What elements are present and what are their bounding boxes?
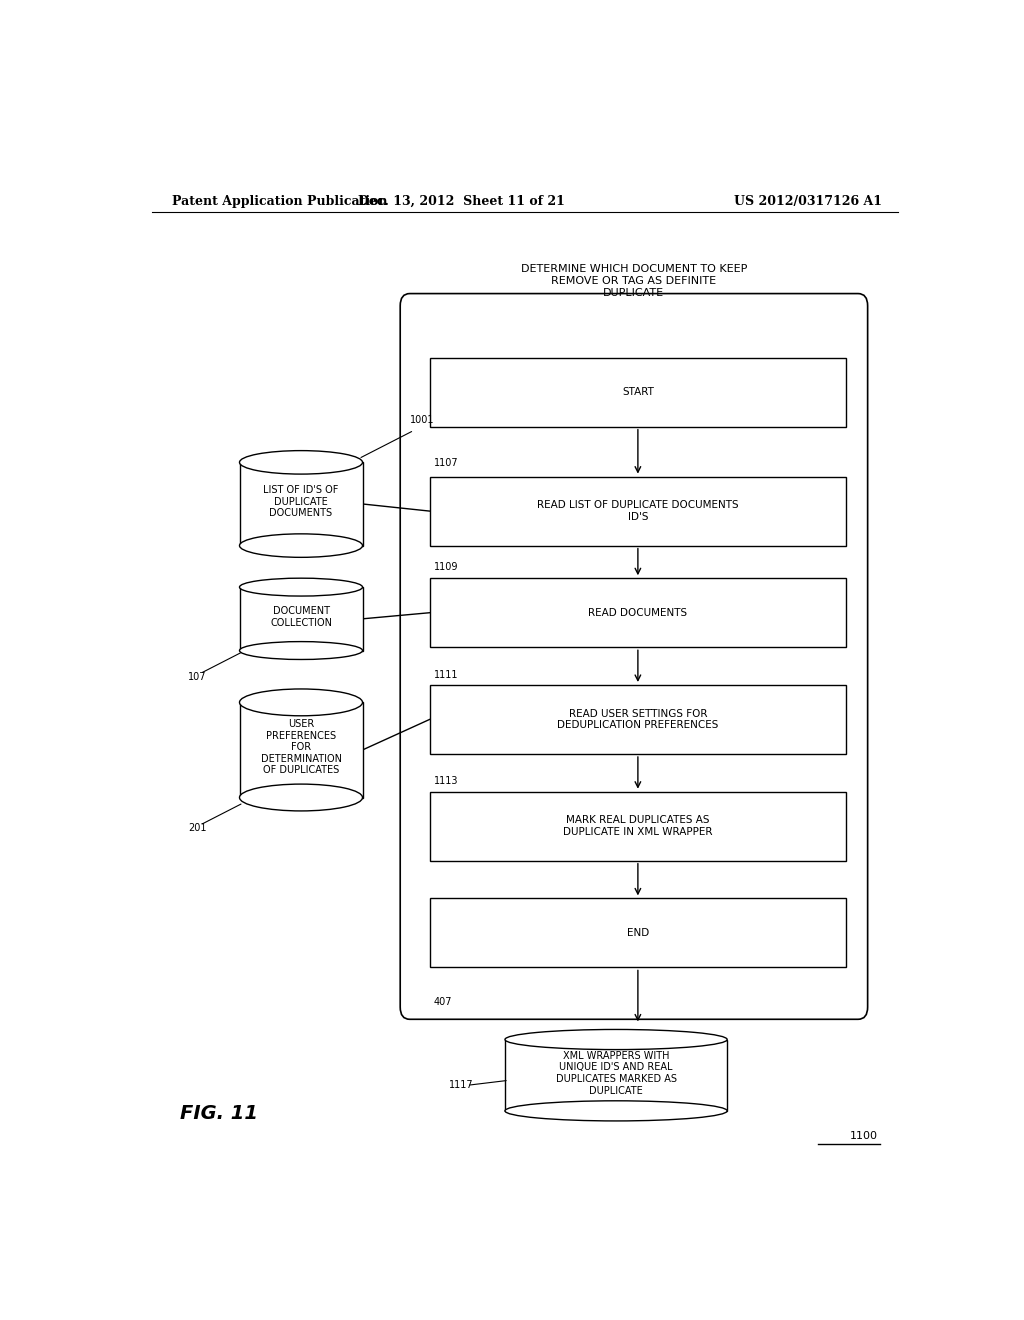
Text: 201: 201 [188, 824, 207, 833]
Bar [505, 1040, 727, 1111]
Text: START: START [622, 387, 654, 397]
Bar [430, 685, 846, 754]
Text: READ LIST OF DUPLICATE DOCUMENTS
ID'S: READ LIST OF DUPLICATE DOCUMENTS ID'S [537, 500, 738, 521]
Bar [430, 792, 846, 861]
Ellipse shape [505, 1030, 727, 1049]
Text: XML WRAPPERS WITH
UNIQUE ID'S AND REAL
DUPLICATES MARKED AS
DUPLICATE: XML WRAPPERS WITH UNIQUE ID'S AND REAL D… [556, 1051, 677, 1096]
Text: READ DOCUMENTS: READ DOCUMENTS [589, 607, 687, 618]
Text: MARK REAL DUPLICATES AS
DUPLICATE IN XML WRAPPER: MARK REAL DUPLICATES AS DUPLICATE IN XML… [563, 816, 713, 837]
Text: 107: 107 [188, 672, 207, 681]
Text: 1100: 1100 [850, 1131, 878, 1142]
Text: 1111: 1111 [433, 669, 458, 680]
Text: END: END [627, 928, 649, 939]
Bar [240, 462, 362, 545]
Ellipse shape [240, 689, 362, 715]
Text: 1001: 1001 [411, 416, 434, 425]
Text: 1109: 1109 [433, 562, 458, 572]
Text: READ USER SETTINGS FOR
DEDUPLICATION PREFERENCES: READ USER SETTINGS FOR DEDUPLICATION PRE… [557, 709, 719, 730]
Bar [430, 477, 846, 545]
Ellipse shape [240, 450, 362, 474]
Bar [430, 899, 846, 968]
Text: 1107: 1107 [433, 458, 458, 469]
Text: FIG. 11: FIG. 11 [179, 1105, 258, 1123]
Text: 1113: 1113 [433, 776, 458, 787]
Ellipse shape [240, 784, 362, 810]
Bar [430, 578, 846, 647]
Text: US 2012/0317126 A1: US 2012/0317126 A1 [734, 194, 882, 207]
Text: LIST OF ID'S OF
DUPLICATE
DOCUMENTS: LIST OF ID'S OF DUPLICATE DOCUMENTS [263, 484, 339, 519]
Bar [430, 358, 846, 426]
Text: USER
PREFERENCES
FOR
DETERMINATION
OF DUPLICATES: USER PREFERENCES FOR DETERMINATION OF DU… [260, 719, 342, 775]
Bar [240, 702, 362, 797]
Ellipse shape [240, 642, 362, 660]
Text: Patent Application Publication: Patent Application Publication [172, 194, 387, 207]
Text: DETERMINE WHICH DOCUMENT TO KEEP
REMOVE OR TAG AS DEFINITE
DUPLICATE: DETERMINE WHICH DOCUMENT TO KEEP REMOVE … [521, 264, 748, 297]
Ellipse shape [505, 1101, 727, 1121]
Ellipse shape [240, 533, 362, 557]
Text: Dec. 13, 2012  Sheet 11 of 21: Dec. 13, 2012 Sheet 11 of 21 [357, 194, 565, 207]
Bar [240, 587, 362, 651]
Text: 1117: 1117 [450, 1080, 474, 1090]
Text: DOCUMENT
COLLECTION: DOCUMENT COLLECTION [270, 606, 332, 628]
Text: 407: 407 [433, 997, 452, 1007]
Ellipse shape [240, 578, 362, 597]
